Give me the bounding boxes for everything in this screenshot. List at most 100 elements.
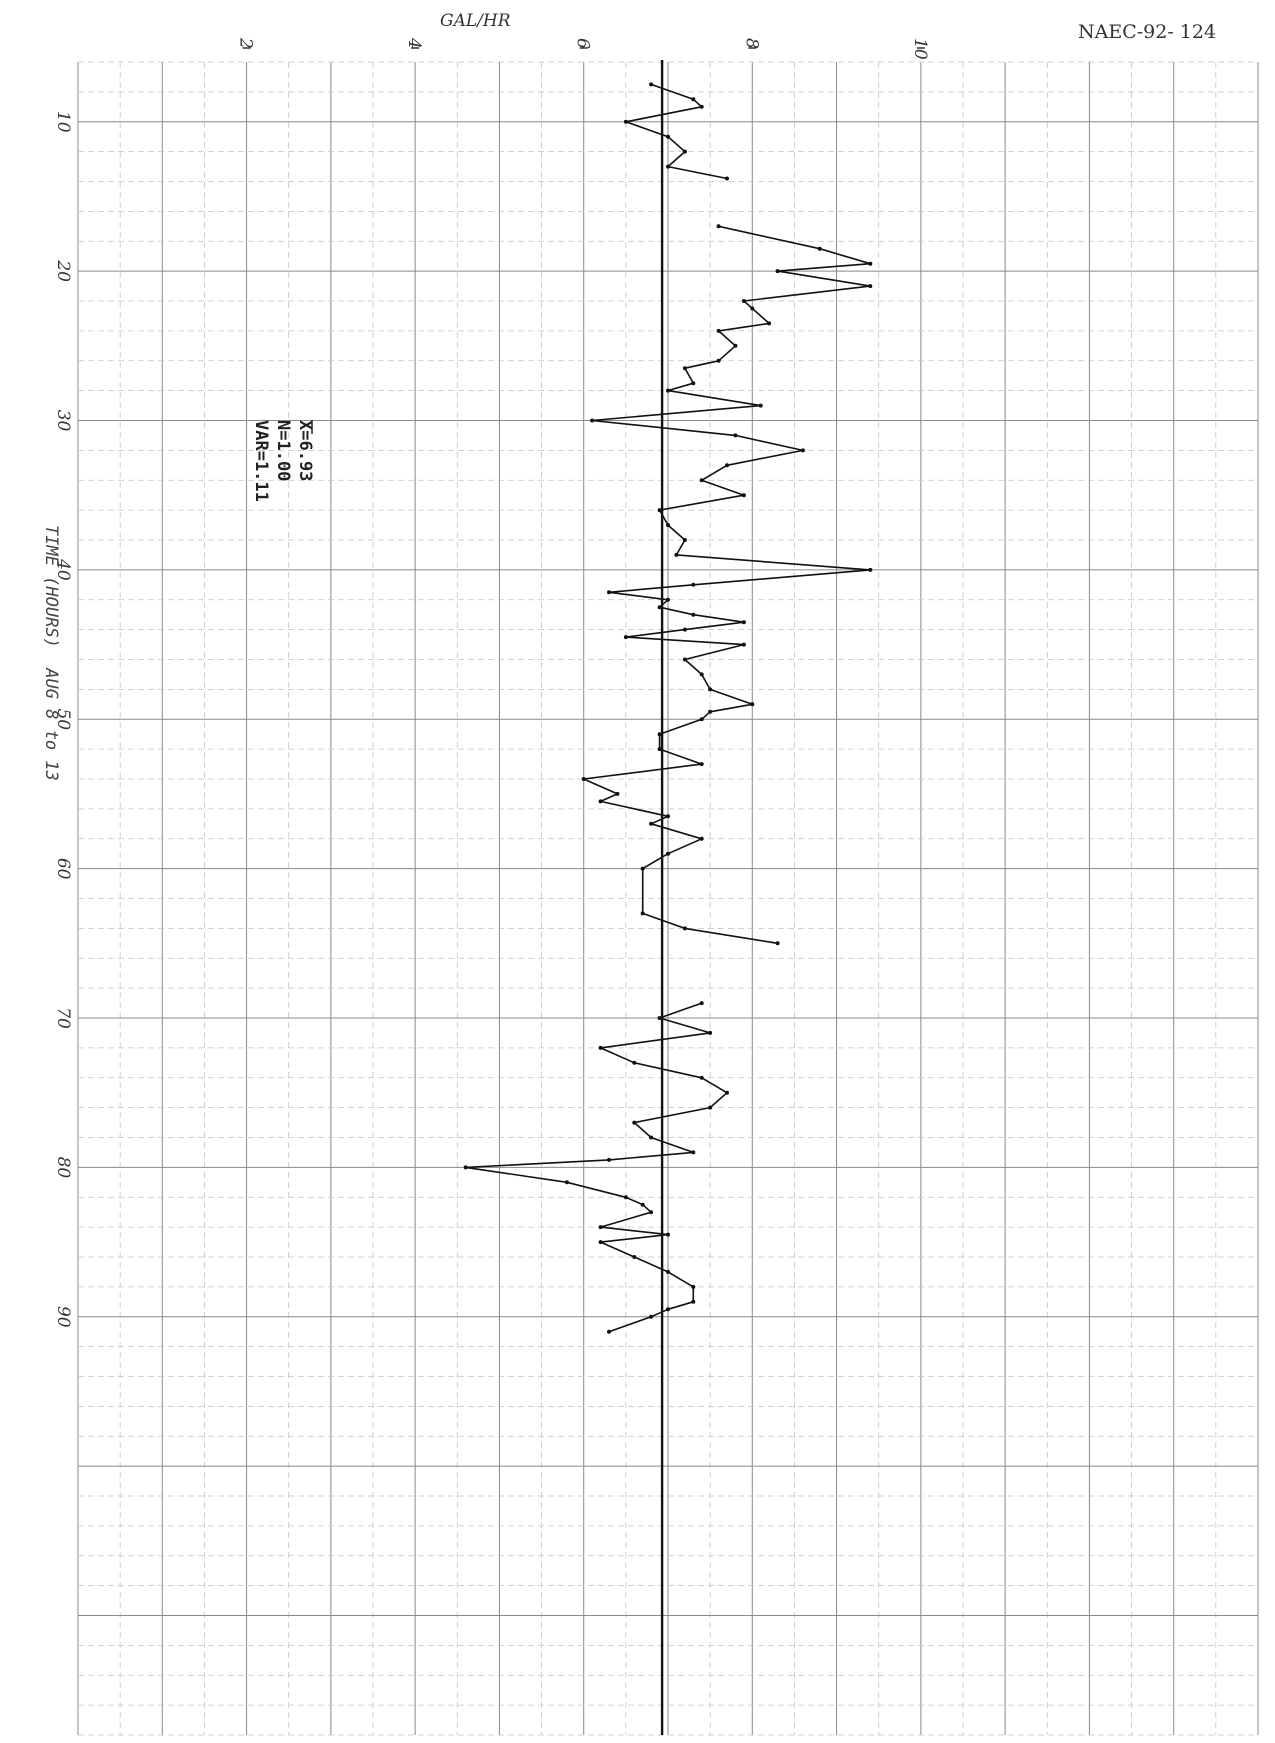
data-point	[691, 582, 696, 587]
x-tick-labels: 10 20 30 40 50 60 70 80 90	[53, 111, 73, 1328]
data-point	[666, 164, 670, 169]
data-point	[598, 799, 603, 804]
data-point	[607, 1329, 611, 1334]
data-point	[666, 134, 670, 139]
data-point	[607, 590, 611, 595]
data-point	[741, 299, 746, 303]
data-point	[607, 1157, 611, 1162]
data-point	[733, 343, 738, 348]
data-point	[581, 777, 586, 781]
data-point	[640, 866, 645, 871]
data-point	[649, 1135, 654, 1140]
data-point	[666, 523, 670, 528]
data-point	[666, 814, 670, 819]
x-tick-label: 40	[53, 558, 73, 581]
data-point	[691, 1284, 696, 1289]
x-tick-label: 10	[53, 111, 73, 133]
data-point	[666, 851, 670, 856]
series-line-2	[582, 225, 872, 945]
data-point	[716, 358, 721, 363]
y-axis-label: GAL/HR	[440, 11, 511, 31]
data-point	[590, 418, 595, 423]
data-point	[666, 1269, 670, 1274]
data-point	[682, 657, 687, 662]
document-id: NAEC-92- 124	[1078, 21, 1216, 43]
data-point	[682, 149, 687, 154]
x-axis-label: TIME (HOURS) AUG 8 to 13	[41, 525, 61, 781]
data-point	[716, 328, 721, 333]
data-point	[666, 1232, 670, 1237]
data-point	[674, 552, 679, 557]
data-point	[708, 1030, 713, 1035]
stat-mean: X=6.93	[295, 420, 315, 481]
data-point	[657, 605, 662, 610]
data-point	[632, 1255, 637, 1259]
x-tick-label: 60	[53, 858, 73, 880]
data-point	[868, 567, 873, 572]
data-point	[868, 261, 873, 266]
data-point	[775, 269, 780, 274]
data-point	[598, 1045, 603, 1050]
data-point	[725, 176, 729, 181]
data-point	[615, 791, 620, 796]
data-point	[623, 635, 628, 640]
data-point	[691, 1150, 696, 1155]
x-axis-label-group: TIME (HOURS) AUG 8 to 13	[41, 525, 61, 781]
x-tick-label: 30	[53, 410, 73, 432]
x-tick-label: 50	[53, 708, 73, 730]
data-point	[623, 119, 628, 124]
data-point	[657, 747, 662, 752]
data-point	[741, 642, 746, 647]
data-point	[691, 97, 696, 102]
series-group	[463, 82, 873, 1334]
data-point	[767, 321, 772, 326]
y-tick-label: 4	[404, 37, 424, 49]
data-point	[564, 1180, 569, 1185]
data-point	[775, 941, 780, 946]
data-point	[699, 104, 704, 109]
data-point	[691, 1299, 696, 1304]
data-point	[682, 366, 687, 371]
data-point	[691, 612, 696, 617]
data-point	[708, 1105, 713, 1110]
data-point	[682, 538, 687, 542]
data-point	[725, 1090, 729, 1095]
data-point	[632, 1120, 637, 1125]
stat-var: VAR=1.11	[251, 420, 271, 502]
data-point	[666, 388, 670, 393]
y-tick-label: 2	[236, 37, 256, 49]
stat-n: N=1.00	[273, 420, 293, 481]
data-point	[699, 478, 704, 483]
x-tick-label: 70	[53, 1007, 73, 1029]
x-tick-label: 20	[53, 259, 73, 282]
series-line-1	[625, 83, 728, 180]
data-point	[640, 1202, 645, 1207]
data-point	[598, 1225, 603, 1230]
data-point	[682, 627, 687, 632]
data-point	[699, 1001, 704, 1006]
data-point	[699, 762, 704, 767]
data-point	[657, 732, 662, 737]
data-point	[725, 463, 729, 468]
data-point	[666, 597, 670, 602]
data-point	[649, 1210, 654, 1215]
stats-block: X=6.93 N=1.00 VAR=1.11	[251, 420, 315, 502]
data-point	[708, 687, 713, 692]
data-point	[817, 246, 822, 251]
data-point	[623, 1195, 628, 1200]
data-point	[699, 717, 704, 722]
data-point	[463, 1165, 468, 1170]
data-point	[632, 1060, 637, 1065]
data-point	[741, 493, 746, 498]
data-point	[691, 381, 696, 386]
y-tick-labels: 2 4 6 8 10	[236, 37, 930, 60]
data-point	[649, 821, 654, 826]
data-point	[699, 1075, 704, 1080]
data-point	[666, 1307, 670, 1312]
data-point	[716, 224, 721, 229]
data-point	[598, 1240, 603, 1245]
data-point	[699, 672, 704, 677]
data-point	[733, 433, 738, 438]
data-point	[868, 284, 873, 289]
